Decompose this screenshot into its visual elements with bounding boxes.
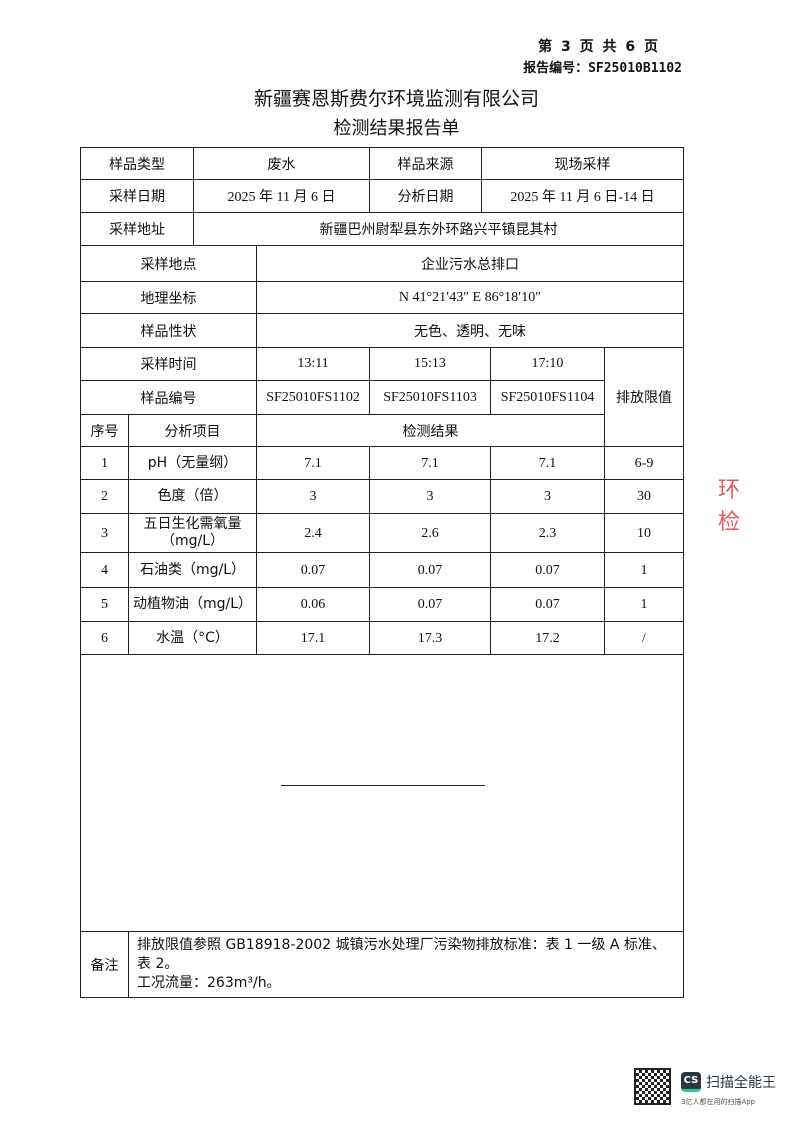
label-sample-source: 样品来源 [369,147,482,180]
row-value-3: 7.1 [490,446,605,480]
coords: N 41°21′43″ E 86°18′10″ [256,281,684,314]
blank-area [80,654,684,932]
result-row: 5 动植物油（mg/L） 0.06 0.07 0.07 1 [80,587,684,622]
red-seal-stamp: 环 检 [718,478,741,535]
address: 新疆巴州尉犁县东外环路兴平镇昆其村 [193,212,684,246]
label-result: 检测结果 [256,414,605,447]
row-value-3: 2.3 [490,513,605,553]
row-seq: 5 [80,587,129,622]
row-value-2: 0.07 [369,587,491,622]
row-item: 五日生化需氧量 （mg/L） [128,513,257,553]
label-limit: 排放限值 [604,347,684,447]
label-seq: 序号 [80,414,129,447]
result-row: 2 色度（倍） 3 3 3 30 [80,479,684,514]
row-value-1: 7.1 [256,446,370,480]
time-2: 15:13 [369,347,491,381]
character: 无色、透明、无味 [256,313,684,348]
row-seq: 4 [80,552,129,588]
row-value-2: 2.6 [369,513,491,553]
row-item: 石油类（mg/L） [128,552,257,588]
row-item: 水温（°C） [128,621,257,655]
sampling-date: 2025 年 11 月 6 日 [193,179,370,213]
scanner-tagline: 3亿人都在用的扫描App [681,1098,756,1106]
code-1: SF25010FS1102 [256,380,370,415]
company-name: 新疆赛恩斯费尔环境监测有限公司 [253,88,539,110]
end-line [281,785,485,786]
row-limit: 1 [604,552,684,588]
label-sampling-date: 采样日期 [80,179,194,213]
sample-type: 废水 [193,147,370,180]
camscanner-logo-icon: CS [681,1072,701,1092]
row-seq: 1 [80,446,129,480]
row-value-2: 17.3 [369,621,491,655]
row-limit: 6-9 [604,446,684,480]
row-item: 色度（倍） [128,479,257,514]
label-coords: 地理坐标 [80,281,257,314]
row-value-1: 0.06 [256,587,370,622]
row-seq: 2 [80,479,129,514]
row-value-3: 17.2 [490,621,605,655]
row-item: 动植物油（mg/L） [128,587,257,622]
report-number: 报告编号：SF25010B1102 [523,61,682,76]
code-3: SF25010FS1104 [490,380,605,415]
row-item: pH（无量纲） [128,446,257,480]
row-value-3: 0.07 [490,552,605,588]
result-row: 4 石油类（mg/L） 0.07 0.07 0.07 1 [80,552,684,588]
label-address: 采样地址 [80,212,194,246]
row-value-2: 3 [369,479,491,514]
analysis-date: 2025 年 11 月 6 日-14 日 [481,179,684,213]
row-seq: 6 [80,621,129,655]
row-value-1: 3 [256,479,370,514]
results-table: 样品类型 废水 样品来源 现场采样 采样日期 2025 年 11 月 6 日 分… [80,147,684,998]
row-limit: 10 [604,513,684,553]
time-1: 13:11 [256,347,370,381]
label-remark: 备注 [80,931,129,998]
label-analysis-date: 分析日期 [369,179,482,213]
scanner-name: 扫描全能王 [706,1075,776,1091]
remark-text: 排放限值参照 GB18918-2002 城镇污水处理厂污染物排放标准：表 1 一… [128,931,684,998]
row-value-3: 0.07 [490,587,605,622]
row-seq: 3 [80,513,129,553]
row-value-2: 7.1 [369,446,491,480]
label-site: 采样地点 [80,245,257,282]
time-3: 17:10 [490,347,605,381]
row-limit: 1 [604,587,684,622]
label-time: 采样时间 [80,347,257,381]
label-sample-type: 样品类型 [80,147,194,180]
row-value-1: 17.1 [256,621,370,655]
row-limit: / [604,621,684,655]
result-row: 1 pH（无量纲） 7.1 7.1 7.1 6-9 [80,446,684,480]
code-2: SF25010FS1103 [369,380,491,415]
label-item: 分析项目 [128,414,257,447]
result-row: 3 五日生化需氧量 （mg/L） 2.4 2.6 2.3 10 [80,513,684,553]
row-value-3: 3 [490,479,605,514]
label-code: 样品编号 [80,380,257,415]
row-value-1: 0.07 [256,552,370,588]
qr-code-icon [634,1068,671,1105]
result-row: 6 水温（°C） 17.1 17.3 17.2/ [80,621,684,655]
label-character: 样品性状 [80,313,257,348]
report-title: 检测结果报告单 [333,118,460,139]
sample-source: 现场采样 [481,147,684,180]
remark-line-2: 工况流量：263m³/h。 [137,975,281,991]
remark-line-1: 排放限值参照 GB18918-2002 城镇污水处理厂污染物排放标准：表 1 一… [137,937,666,972]
row-value-1: 2.4 [256,513,370,553]
row-limit: 30 [604,479,684,514]
page-number: 第 3 页 共 6 页 [538,39,660,55]
site: 企业污水总排口 [256,245,684,282]
row-value-2: 0.07 [369,552,491,588]
